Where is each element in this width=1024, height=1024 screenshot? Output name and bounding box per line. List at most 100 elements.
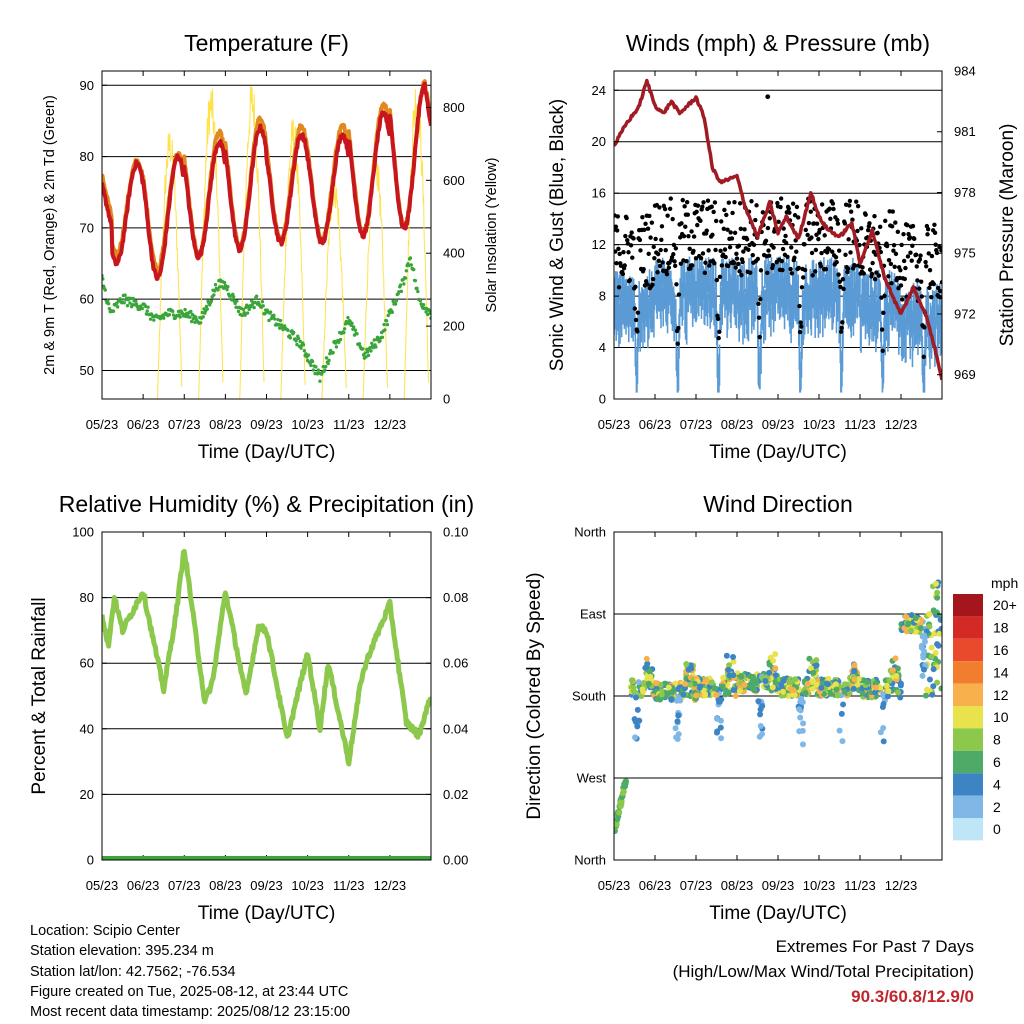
direction-point	[730, 686, 737, 693]
dewpoint-point	[369, 349, 373, 353]
dewpoint-point	[299, 346, 303, 350]
direction-point	[851, 667, 858, 674]
gust-point	[822, 233, 827, 238]
gust-point	[719, 263, 725, 268]
gust-point	[679, 221, 684, 226]
direction-point	[883, 682, 890, 689]
dewpoint-point	[298, 339, 302, 344]
dewpoint-point	[385, 322, 390, 327]
y2-tick-label: 0.10	[443, 525, 468, 540]
x-tick-label: 08/23	[209, 417, 242, 432]
pressure-line	[614, 78, 942, 381]
gust-point	[899, 242, 904, 248]
x-tick-label: 06/23	[639, 878, 672, 893]
y-tick-label: 70	[80, 220, 94, 235]
legend-swatch	[953, 795, 983, 818]
gust-point	[758, 297, 763, 302]
gust-point	[646, 251, 651, 257]
gust-point	[796, 265, 802, 271]
gust-point	[614, 228, 620, 233]
direction-point	[732, 692, 739, 699]
gust-point	[695, 222, 700, 228]
gust-point	[641, 267, 646, 272]
y2-tick-label: 400	[443, 246, 465, 261]
gust-point	[628, 243, 634, 248]
gust-point	[700, 251, 706, 256]
dewpoint-point	[235, 299, 239, 303]
gust-point	[717, 329, 722, 335]
dewpoint-point	[161, 316, 166, 320]
gust-point	[707, 263, 712, 268]
gust-point	[723, 254, 728, 260]
direction-point	[877, 729, 884, 736]
dewpoint-point	[394, 298, 399, 303]
dewpoint-point	[368, 346, 372, 350]
gust-point	[828, 216, 833, 221]
gust-point	[726, 200, 731, 205]
dewpoint-point	[268, 310, 273, 314]
direction-point	[772, 665, 779, 672]
direction-point	[792, 676, 799, 683]
dewpoint-point	[382, 322, 386, 327]
gust-point	[819, 202, 825, 207]
gust-point	[765, 94, 771, 100]
dewpoint-point	[188, 315, 192, 319]
dewpoint-point	[272, 313, 276, 318]
direction-point	[894, 665, 901, 672]
gust-point	[614, 224, 619, 229]
gust-point	[718, 248, 723, 254]
y2-tick-label: 0	[443, 392, 450, 407]
direction-point	[723, 687, 730, 694]
y-tick-label: 4	[599, 340, 606, 355]
direction-point	[880, 738, 887, 745]
gust-point	[932, 230, 938, 236]
dewpoint-point	[247, 307, 251, 312]
dewpoint-point	[428, 311, 431, 316]
dewpoint-point	[353, 328, 358, 332]
plot-border	[101, 531, 432, 861]
gust-point	[905, 222, 910, 228]
gust-point	[933, 242, 938, 247]
gust-point	[926, 251, 931, 256]
gust-point	[833, 255, 839, 260]
gust-point	[901, 258, 907, 264]
dewpoint-point	[427, 308, 431, 313]
direction-point	[730, 654, 737, 661]
gust-point	[657, 263, 663, 269]
gust-point	[756, 301, 761, 306]
gust-point	[653, 236, 658, 242]
direction-point	[718, 735, 725, 742]
dewpoint-point	[324, 364, 328, 369]
y-tick-label: 90	[80, 78, 94, 93]
info-latlon: Station lat/lon: 42.7562; -76.534	[30, 963, 236, 980]
gust-point	[905, 254, 911, 259]
gust-point	[809, 235, 814, 240]
direction-point	[838, 710, 845, 717]
gust-point	[939, 248, 942, 253]
direction-point	[778, 681, 785, 688]
direction-point	[620, 788, 627, 795]
gust-point	[721, 226, 726, 232]
dewpoint-point	[191, 317, 195, 321]
y2-tick-label: 978	[954, 185, 976, 200]
dewpoint-point	[231, 294, 236, 299]
gust-point	[753, 217, 758, 223]
dewpoint-point	[416, 289, 420, 294]
gust-point	[874, 270, 879, 275]
direction-point	[930, 683, 937, 690]
extremes-values: 90.3/60.8/12.9/0	[851, 987, 974, 1006]
direction-point	[936, 630, 942, 637]
gust-point	[778, 196, 784, 201]
direction-point	[938, 685, 942, 692]
dewpoint-point	[383, 328, 387, 332]
gust-point	[776, 219, 781, 225]
x-tick-label: 07/23	[168, 878, 201, 893]
direction-point	[755, 698, 762, 705]
direction-point	[920, 652, 927, 659]
gust-point	[725, 263, 731, 269]
direction-point	[921, 632, 928, 639]
dewpoint-point	[245, 311, 250, 315]
dewpoint-point	[418, 298, 423, 303]
x-tick-label: 05/23	[598, 417, 631, 432]
gust-point	[876, 273, 882, 278]
